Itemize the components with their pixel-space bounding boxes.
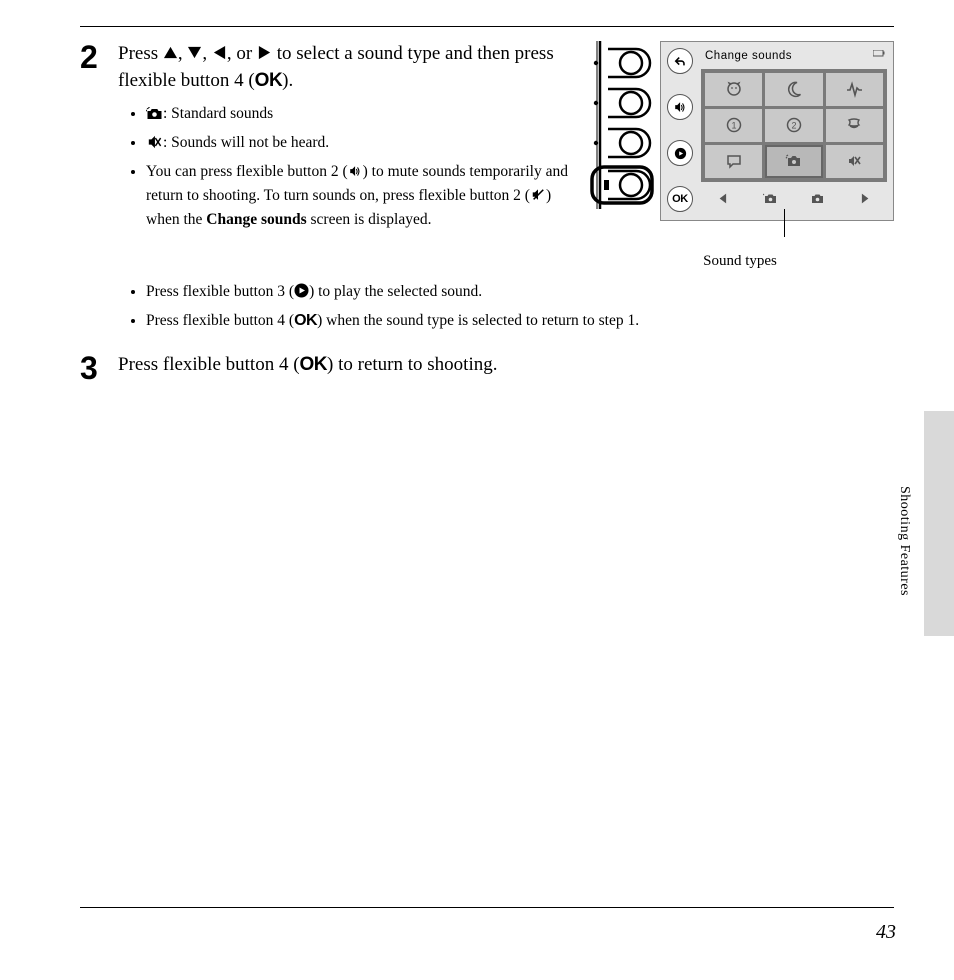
sound-cell-speech[interactable] [705,145,762,178]
bullet-standard-sounds: : Standard sounds [146,103,570,127]
step-2-number: 2 [80,41,104,338]
up-arrow-icon [163,42,178,68]
screen-side-buttons: OK [667,48,693,212]
ok-label: OK [255,70,283,91]
battery-icon [873,50,885,57]
sound-cell-standard-selected[interactable] [765,145,822,178]
speaker-icon [348,163,363,185]
bullet-flex3-play: Press flexible button 3 () to play the s… [146,281,894,305]
sound-cell-mute[interactable] [826,145,883,178]
camera-mini-icon-2 [810,187,825,213]
sound-cell-moon[interactable] [765,73,822,106]
physical-buttons-illustration [586,41,654,221]
right-arrow-icon [257,42,272,68]
camera-mini-icon [763,187,778,213]
manual-page: 2 Press , , , or to select a sound type … [0,26,954,980]
callout-line [784,209,785,237]
ok-label-2: OK [300,354,328,375]
left-arrow-icon [212,42,227,68]
sound-cell-bird2[interactable] [765,109,822,142]
bullet-no-sounds: : Sounds will not be heard. [146,132,570,156]
ok-softkey[interactable]: OK [667,186,693,212]
screen-bottom-icons [701,187,887,213]
speaker-mute-icon [530,187,546,209]
bullet-flex2-mute: You can press flexible button 2 () to mu… [146,161,570,231]
back-softkey[interactable] [667,48,693,74]
step-2: 2 Press , , , or to select a sound type … [80,41,894,338]
screen-title: Change sounds [705,49,887,65]
top-rule [80,26,894,27]
section-tab [924,411,954,636]
step-2-bullets: : Standard sounds : Sounds will not be h… [146,103,570,231]
sound-cell-spring[interactable] [826,109,883,142]
camera-sound-icon [146,105,163,127]
step-3-number: 3 [80,352,104,384]
bottom-rule [80,907,894,908]
sound-type-grid [701,69,887,182]
screen-figure: OK Change sounds [586,41,894,271]
right-arrow-mini-icon [856,187,871,213]
sound-cell-pulse[interactable] [826,73,883,106]
figure-caption: Sound types [586,251,894,271]
down-arrow-icon [187,42,202,68]
camera-screen: OK Change sounds [660,41,894,221]
sound-softkey[interactable] [667,94,693,120]
step-3-text: Press flexible button 4 (OK) to return t… [118,354,497,375]
left-arrow-mini-icon [717,187,732,213]
section-label: Shooting Features [896,486,912,596]
play-softkey[interactable] [667,140,693,166]
step-2-heading: Press , , , or to select a sound type an… [118,41,570,93]
play-circle-icon [294,283,309,305]
step-3: 3 Press flexible button 4 (OK) to return… [80,352,894,384]
page-number: 43 [876,921,896,944]
ok-label-small: OK [294,312,317,329]
step-2-bullets-wide: Press flexible button 3 () to play the s… [146,281,894,333]
sound-cell-bird1[interactable] [705,109,762,142]
mute-icon [146,134,163,156]
bullet-flex4-return: Press flexible button 4 (OK) when the so… [146,310,894,333]
sound-cell-cat[interactable] [705,73,762,106]
